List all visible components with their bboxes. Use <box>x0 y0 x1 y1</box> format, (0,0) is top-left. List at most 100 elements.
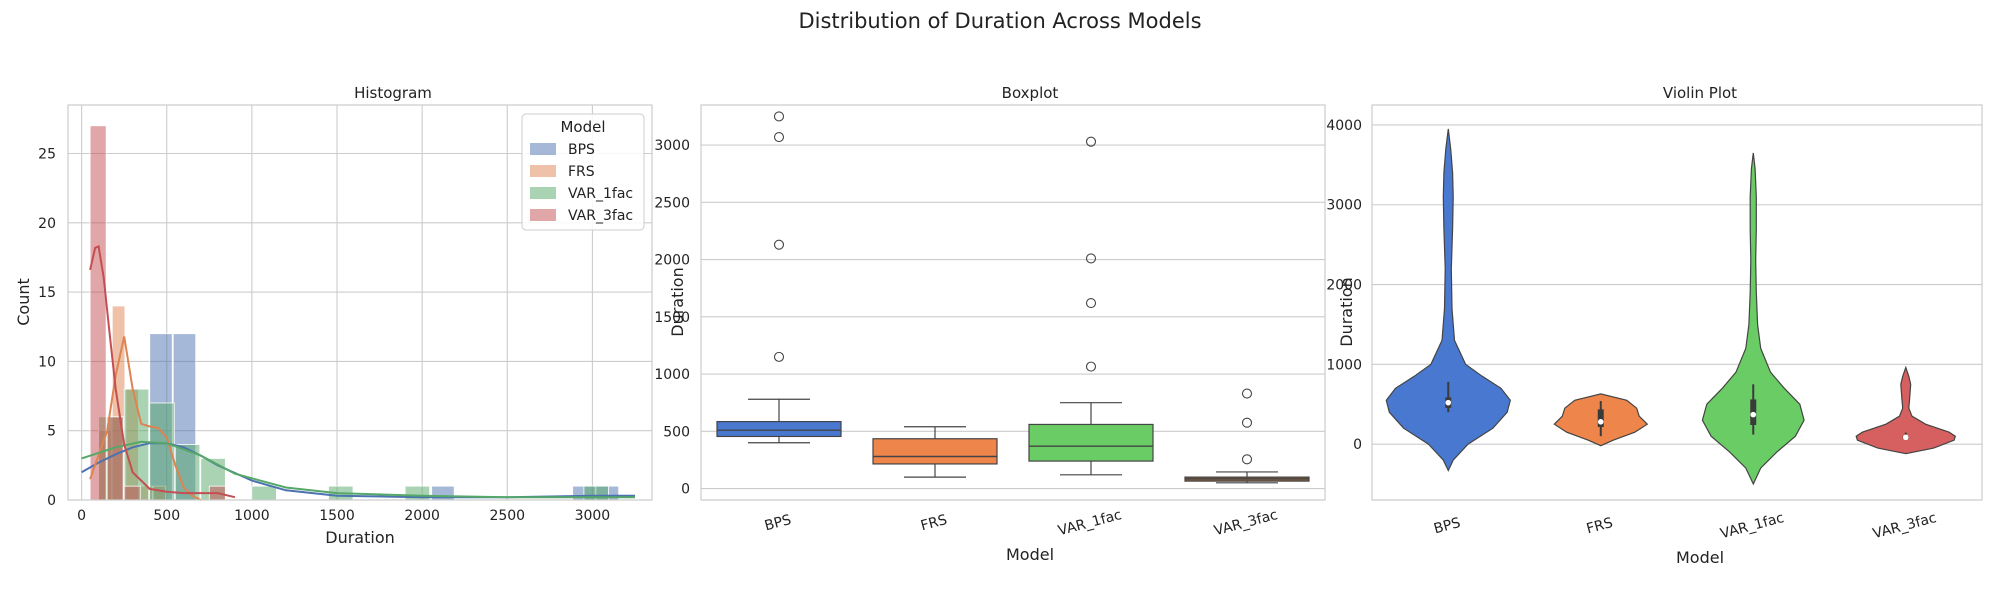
legend-label-FRS: FRS <box>568 164 595 180</box>
box-body <box>872 438 998 465</box>
y-tick-label: 2000 <box>1326 278 1362 294</box>
hist-bar-VAR_1fac <box>251 485 277 501</box>
figure-title: Distribution of Duration Across Models <box>798 9 1201 33</box>
histogram-legend: Model BPS FRS VAR_1fac VAR_3fac <box>521 113 645 231</box>
legend-label-VAR_1fac: VAR_1fac <box>568 186 633 202</box>
outlier-point <box>1085 298 1097 309</box>
boxplot-panel: Boxplot 0 500 1000 1500 2000 2500 3000 BPS FRS VA… <box>654 84 1326 564</box>
y-tick-label: 2000 <box>654 253 690 269</box>
y-tick-label: 4000 <box>1326 118 1362 134</box>
kde-line-VAR_3fac <box>89 244 236 499</box>
y-tick-label: 20 <box>38 216 56 232</box>
violin-frame <box>1371 104 1983 501</box>
x-tick-label: BPS <box>763 512 793 534</box>
x-tick-label: 2000 <box>404 508 440 524</box>
violin-panel: Violin Plot 0 1000 2000 3000 4000 BPS FRS VAR_1… <box>1326 84 1983 567</box>
legend-label-VAR_3fac: VAR_3fac <box>568 208 633 224</box>
outlier-point <box>1241 388 1253 399</box>
x-tick-label: BPS <box>1432 515 1462 537</box>
x-tick-label: 500 <box>153 508 180 524</box>
y-tick-label: 0 <box>1353 437 1362 453</box>
histogram-frame <box>67 104 653 501</box>
x-tick-label: 0 <box>77 508 86 524</box>
violin-body <box>1701 152 1805 486</box>
y-tick-label: 0 <box>681 482 690 498</box>
box-VAR_3fac <box>1184 388 1310 484</box>
violin-median <box>1750 411 1757 418</box>
y-tick-label: 15 <box>38 285 56 301</box>
outlier-point <box>773 351 785 362</box>
legend-title: Model <box>560 118 605 136</box>
x-tick-label: 1500 <box>319 508 355 524</box>
violin-median <box>1902 434 1909 441</box>
histogram-panel: Histogram 0 500 1000 1500 2000 2500 3000 0 5 10 15… <box>14 84 653 547</box>
violin-median <box>1445 399 1452 406</box>
x-tick-label: VAR_3fac <box>1871 510 1938 542</box>
y-tick-label: 25 <box>38 147 56 163</box>
histogram-bars <box>89 125 620 501</box>
box-BPS <box>716 111 842 444</box>
hist-bar-VAR_3fac <box>106 416 124 501</box>
violin-BPS <box>1385 128 1511 472</box>
box-FRS <box>872 426 998 478</box>
x-tick-label: VAR_1fac <box>1719 510 1786 542</box>
legend-swatch-VAR_1fac <box>530 187 556 199</box>
outlier-point <box>1241 454 1253 465</box>
x-tick-label: 1000 <box>234 508 270 524</box>
box-body <box>1028 423 1154 462</box>
violin-bodies <box>1385 128 1957 486</box>
y-tick-label: 0 <box>47 493 56 509</box>
violin-ylabel: Duration <box>1337 277 1356 347</box>
y-tick-label: 1000 <box>1326 357 1362 373</box>
outlier-point <box>773 239 785 250</box>
x-tick-label: FRS <box>919 512 949 534</box>
violin-VAR_1fac <box>1701 152 1805 486</box>
outlier-point <box>773 111 785 122</box>
y-tick-label: 500 <box>663 424 690 440</box>
violin-ticks: 0 1000 2000 3000 4000 BPS FRS VAR_1fac VAR_3fac <box>1326 118 1938 542</box>
kde-line-VAR_1fac <box>81 440 635 499</box>
boxplot-frame <box>700 104 1326 501</box>
violin-median <box>1597 418 1604 425</box>
outlier-point <box>1085 136 1097 147</box>
histogram-xlabel: Duration <box>325 528 395 547</box>
hist-bar-VAR_3fac <box>123 485 141 501</box>
y-tick-label: 10 <box>38 354 56 370</box>
histogram-kde-lines <box>81 244 635 501</box>
violin-xlabel: Model <box>1676 548 1724 567</box>
violin-FRS <box>1553 393 1649 447</box>
violin-body <box>1385 128 1511 472</box>
boxplot-boxes <box>716 111 1310 484</box>
y-tick-label: 2500 <box>654 195 690 211</box>
outlier-point <box>773 132 785 143</box>
outlier-point <box>1085 253 1097 264</box>
outlier-point <box>1085 361 1097 372</box>
x-tick-label: FRS <box>1585 515 1615 537</box>
histogram-title: Histogram <box>354 84 432 102</box>
legend-swatch-BPS <box>530 143 556 155</box>
histogram-ylabel: Count <box>14 278 33 326</box>
outlier-point <box>1241 417 1253 428</box>
box-body <box>716 420 842 438</box>
legend-label-BPS: BPS <box>568 142 595 158</box>
x-tick-label: VAR_1fac <box>1056 507 1123 539</box>
y-tick-label: 3000 <box>654 138 690 154</box>
kde-line-FRS <box>89 336 202 501</box>
boxplot-ylabel: Duration <box>668 267 687 337</box>
x-tick-label: 2500 <box>489 508 525 524</box>
y-tick-label: 1000 <box>654 367 690 383</box>
violin-body <box>1855 365 1957 455</box>
legend-swatch-VAR_3fac <box>530 209 556 221</box>
box-VAR_1fac <box>1028 136 1154 476</box>
boxplot-title: Boxplot <box>1002 84 1059 102</box>
hist-bar-VAR_3fac <box>89 125 107 501</box>
violin-title: Violin Plot <box>1663 84 1737 102</box>
boxplot-xlabel: Model <box>1006 545 1054 564</box>
x-tick-label: VAR_3fac <box>1212 507 1279 539</box>
y-tick-label: 3000 <box>1326 198 1362 214</box>
histogram-ticks: 0 500 1000 1500 2000 2500 3000 0 5 10 15 20 25 <box>38 147 610 524</box>
y-tick-label: 5 <box>47 424 56 440</box>
legend-swatch-FRS <box>530 165 556 177</box>
y-tick-label: 1500 <box>654 310 690 326</box>
